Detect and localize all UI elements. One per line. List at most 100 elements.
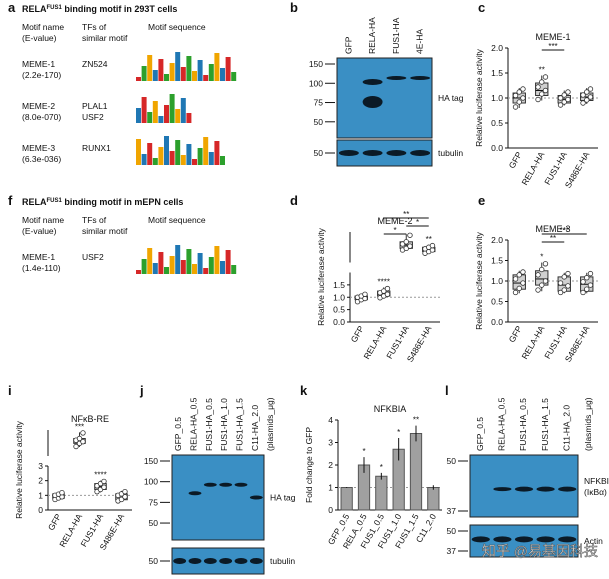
- bracket-label: *: [393, 226, 396, 235]
- data-point: [73, 443, 79, 450]
- marker-label: 50: [149, 556, 159, 566]
- data-point: [407, 232, 413, 238]
- watermark: 知乎 @易基因科技: [482, 543, 598, 559]
- logo-letter: [180, 67, 186, 81]
- logo-letter: [203, 268, 209, 274]
- y-tick-label: 1.0: [491, 276, 503, 286]
- logo-letter: [164, 105, 169, 123]
- data-point: [565, 89, 571, 95]
- blot-label: Actin: [584, 536, 603, 546]
- column-header: TFs of: [82, 22, 107, 32]
- y-tick-label: 0.5: [333, 305, 345, 315]
- band: [493, 536, 512, 543]
- logo-letter: [180, 98, 186, 123]
- data-point: [584, 275, 590, 281]
- motif-tf: USF2: [82, 252, 104, 262]
- data-point: [101, 484, 107, 490]
- data-point: [520, 269, 526, 275]
- lane-label: GFP_0.5: [173, 417, 183, 451]
- y-tick-label: 0.0: [491, 143, 503, 153]
- logo-letter: [169, 63, 175, 81]
- data-point: [381, 288, 387, 294]
- y-tick-label: 2: [38, 476, 43, 486]
- logo-letter: [203, 75, 209, 81]
- band: [173, 558, 187, 564]
- bracket-label: **: [403, 210, 409, 219]
- y-axis-label: Relative luciferase activity: [474, 231, 484, 330]
- data-point: [429, 242, 436, 249]
- panel-label: k: [300, 383, 308, 398]
- panel-label: f: [8, 193, 13, 208]
- data-point: [539, 266, 545, 273]
- blot-label: tubulin: [438, 148, 463, 158]
- marker-label: 37: [447, 546, 457, 556]
- band: [386, 76, 407, 80]
- motif-tf: USF2: [82, 112, 104, 122]
- panel-label: a: [8, 0, 16, 15]
- y-tick-label: 0.5: [491, 297, 503, 307]
- column-header: similar motif: [82, 33, 128, 43]
- logo-letter: [208, 152, 214, 165]
- data-point: [561, 92, 567, 98]
- data-point: [80, 430, 86, 436]
- data-point: [118, 496, 125, 503]
- bar: [409, 433, 423, 511]
- logo-letter: [208, 257, 214, 274]
- data-point: [512, 104, 519, 110]
- y-tick-label: 1.0: [333, 292, 345, 302]
- data-point: [520, 280, 526, 286]
- blot-label: tubulin: [270, 556, 295, 566]
- data-point: [535, 84, 541, 90]
- data-point: [587, 282, 594, 288]
- y-tick-label: 1.5: [491, 68, 503, 78]
- band: [410, 76, 431, 80]
- motif-tf: ZN524: [82, 59, 108, 69]
- lane-label: FUS1-HA_1.5: [540, 398, 550, 451]
- band: [362, 150, 383, 156]
- logo-letter: [152, 158, 158, 165]
- y-tick-label: 0.5: [491, 118, 503, 128]
- logo-letter: [197, 60, 203, 81]
- blot-label: HA tag: [438, 93, 464, 103]
- y-tick-label: 3: [328, 438, 333, 448]
- logo-letter: [197, 253, 203, 274]
- data-point: [384, 285, 391, 292]
- data-point: [580, 100, 586, 106]
- significance: *: [397, 428, 400, 437]
- x-tick-label: GFP: [46, 512, 64, 532]
- logo-letter: [147, 112, 153, 123]
- logo-letter: [169, 94, 175, 123]
- logo-letter: [141, 66, 147, 81]
- logo-letter: [175, 245, 181, 274]
- significance: ***: [75, 422, 84, 431]
- lane-label: FUS1-HA_0.5: [204, 398, 214, 451]
- data-point: [565, 270, 571, 277]
- logo-letter: [220, 261, 225, 274]
- logo-letter: [220, 156, 225, 165]
- logo-letter: [192, 159, 197, 165]
- logo-letter: [141, 154, 147, 165]
- band: [514, 536, 534, 543]
- logo-letter: [158, 147, 164, 165]
- y-axis-label: Relative luciferase activity: [474, 48, 484, 147]
- panel-label: l: [445, 383, 449, 398]
- band: [536, 536, 555, 543]
- logo-letter: [180, 260, 186, 274]
- significance: **: [413, 416, 419, 425]
- panel-label: i: [8, 383, 12, 398]
- data-point: [512, 276, 519, 282]
- x-tick-label: GFP: [349, 324, 367, 344]
- logo-letter: [147, 248, 153, 274]
- logo-letter: [231, 265, 237, 274]
- y-tick-label: 2.0: [491, 43, 503, 53]
- significance: *: [380, 463, 383, 472]
- data-point: [561, 287, 567, 293]
- logo-letter: [147, 55, 153, 81]
- lane-label: FUS1-HA_1.5: [235, 398, 245, 451]
- y-tick-label: 2: [328, 460, 333, 470]
- title-sup: FUS1: [47, 198, 63, 204]
- data-point: [587, 270, 594, 277]
- title-main: RELA: [22, 197, 47, 207]
- column-header: Motif name: [22, 215, 64, 225]
